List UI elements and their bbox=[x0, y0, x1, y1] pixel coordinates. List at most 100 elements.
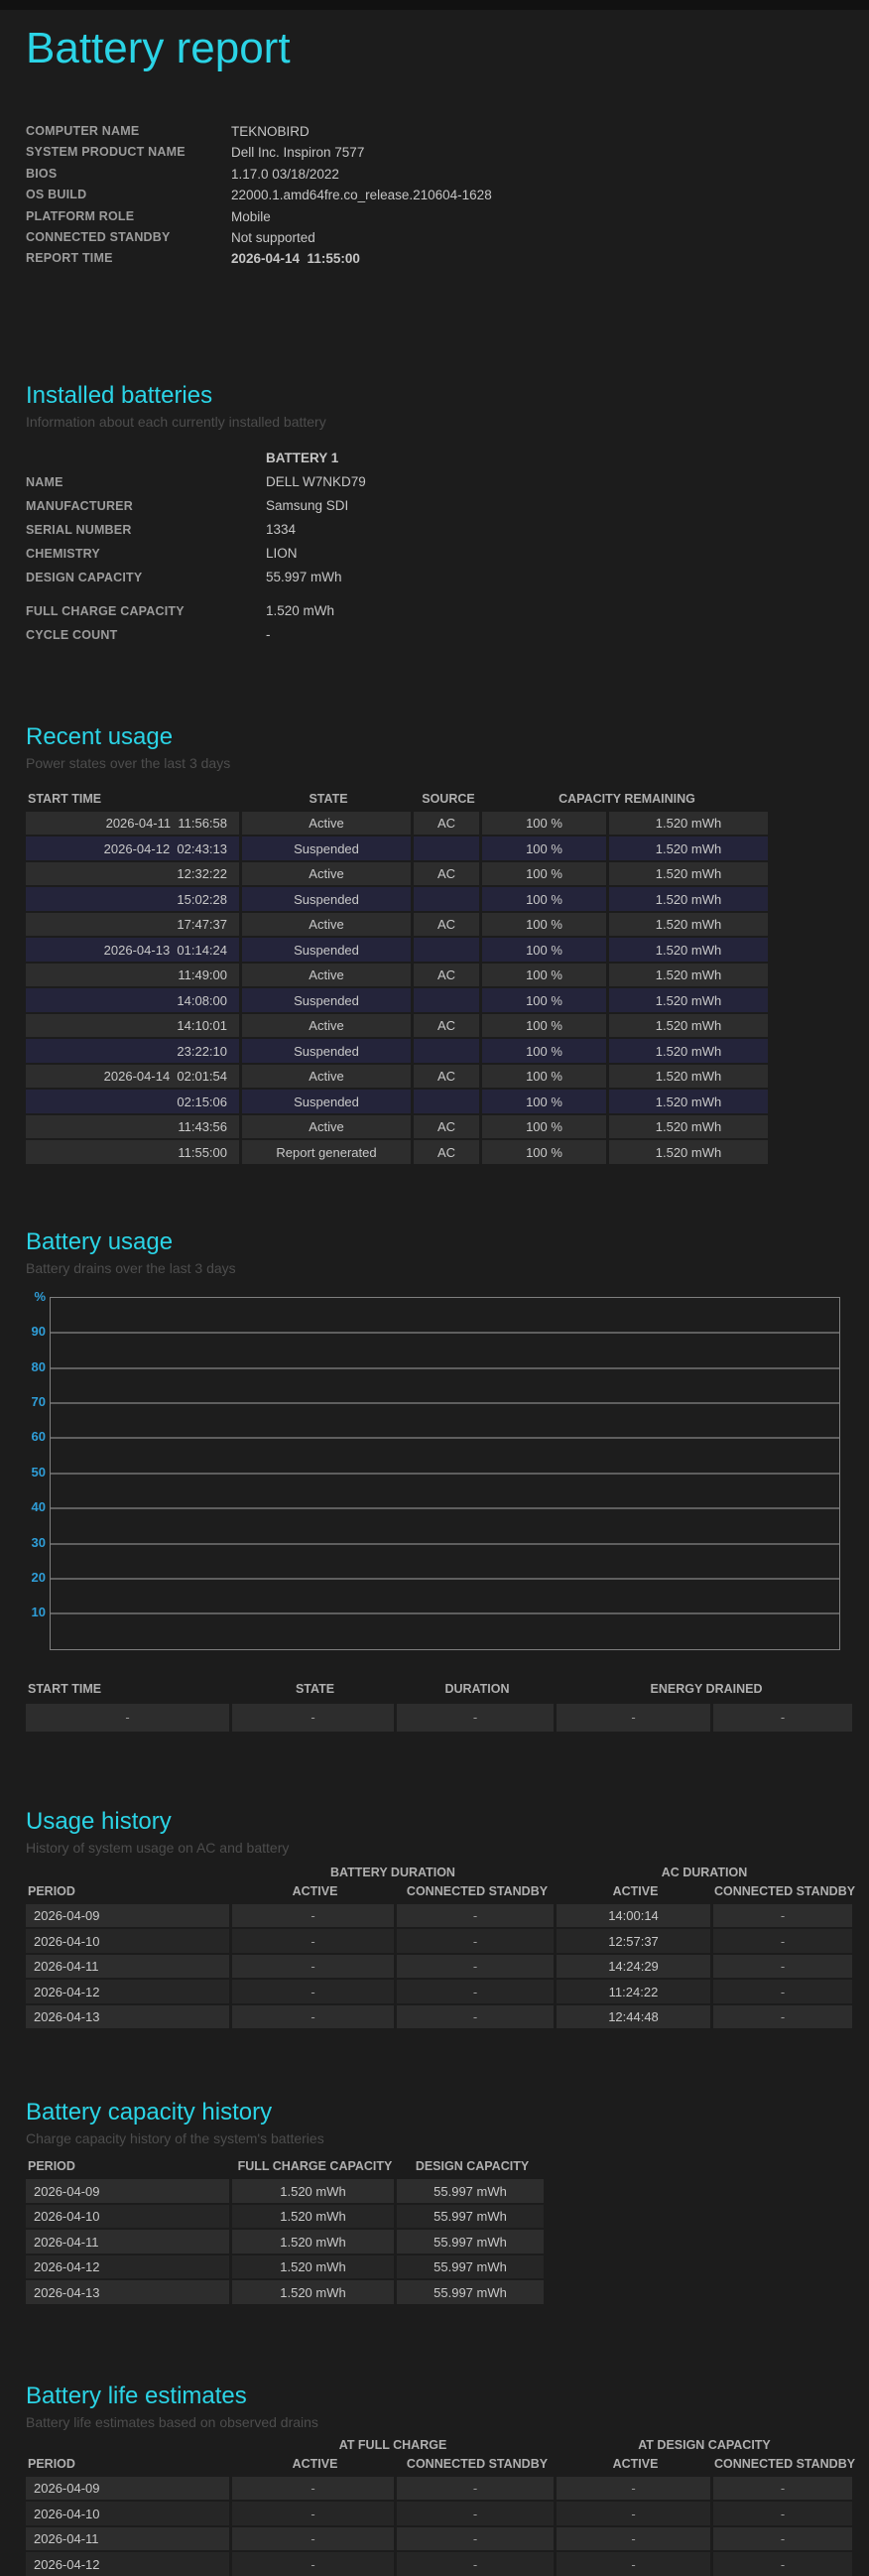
cell-period: 2026-04-12 bbox=[26, 2254, 229, 2279]
cell-capacity: 1.520 mWh bbox=[609, 1013, 768, 1038]
cell-start-time: 02:15:06 bbox=[26, 1090, 239, 1113]
chart-y-tick-label: 70 bbox=[31, 1394, 46, 1410]
cell-state: Suspended bbox=[242, 837, 411, 860]
table-row: 2026-04-13- -12:44:48- bbox=[26, 2004, 869, 2029]
battery-1-header: BATTERY 1 bbox=[266, 450, 339, 465]
cell-percent: 100 % bbox=[482, 1114, 606, 1139]
col-header: ACTIVE bbox=[612, 2456, 659, 2471]
section-heading-installed-batteries: Installed batteries bbox=[26, 381, 213, 409]
column-header-row: PERIOD ACTIVE CONNECTED STANDBY ACTIVE CONNE… bbox=[26, 1882, 869, 1900]
table-row: 17:47:37 Active AC 100 % 1.520 mWh bbox=[26, 912, 869, 937]
cell-value: 55.997 mWh bbox=[397, 2230, 544, 2254]
chart-gridline bbox=[51, 1578, 839, 1581]
cell-value: - bbox=[713, 2502, 852, 2525]
section-subtitle-usage-history: History of system usage on AC and batter… bbox=[26, 1839, 290, 1856]
system-info-row: BIOS 1.17.0 03/18/2022 bbox=[26, 164, 869, 185]
table-row: 2026-04-13 01:14:24 Suspended 100 % 1.520 m… bbox=[26, 938, 869, 962]
cell-value: - bbox=[397, 2476, 554, 2501]
cell-percent: 100 % bbox=[482, 887, 606, 911]
cell-value: - bbox=[713, 1929, 852, 1953]
cell-value: 55.997 mWh bbox=[397, 2254, 544, 2279]
cell-value: - bbox=[713, 2526, 852, 2551]
cell-value: - bbox=[557, 2476, 710, 2501]
section-subtitle-life-estimates: Battery life estimates based on observed… bbox=[26, 2413, 318, 2430]
info-label bbox=[26, 447, 266, 470]
cell-value: 1.520 mWh bbox=[232, 2179, 394, 2203]
info-value: Mobile bbox=[231, 208, 271, 224]
info-value: 1.17.0 03/18/2022 bbox=[231, 166, 339, 182]
cell-state: Suspended bbox=[242, 988, 411, 1012]
table-row: 2026-04-12- -11:24:22- bbox=[26, 1980, 869, 2003]
table-row: 2026-04-09 1.520 mWh 55.997 mWh bbox=[26, 2179, 869, 2203]
col-header: CONNECTED STANDBY bbox=[406, 1883, 549, 1898]
table-row: 2026-04-12 02:43:13 Suspended 100 % 1.520 m… bbox=[26, 837, 869, 860]
cell-value: - bbox=[397, 1954, 554, 1979]
cell-value: - bbox=[557, 2552, 710, 2576]
info-value: 55.997 mWh bbox=[266, 569, 342, 584]
cell-period: 2026-04-10 bbox=[26, 2502, 229, 2525]
info-label: CYCLE COUNT bbox=[26, 627, 118, 642]
section-heading-battery-usage: Battery usage bbox=[26, 1227, 174, 1255]
info-label: COMPUTER NAME bbox=[26, 124, 140, 138]
col-header-capacity-remaining: CAPACITY REMAINING bbox=[559, 791, 695, 806]
system-info-row: REPORT TIME 2026-04-14 11:55:00 bbox=[26, 248, 869, 269]
cell-state: Suspended bbox=[242, 1090, 411, 1113]
battery-info-row: CHEMISTRY LION bbox=[26, 542, 869, 566]
cell-source bbox=[414, 887, 479, 911]
cell-capacity: 1.520 mWh bbox=[609, 811, 768, 836]
col-header-duration: DURATION bbox=[444, 1681, 510, 1696]
cell-percent: 100 % bbox=[482, 1039, 606, 1063]
cell-period: 2026-04-10 bbox=[26, 2204, 229, 2229]
info-label: NAME bbox=[26, 474, 63, 489]
chart-gridline bbox=[51, 1507, 839, 1510]
cell-source: AC bbox=[414, 861, 479, 886]
cell-value: - bbox=[397, 2552, 554, 2576]
cell-period: 2026-04-13 bbox=[26, 2280, 229, 2304]
cell-value: - bbox=[397, 1929, 554, 1953]
cell-start-time: 2026-04-14 02:01:54 bbox=[26, 1064, 239, 1089]
cell-state: Active bbox=[242, 811, 411, 836]
group-header-row: AT FULL CHARGE AT DESIGN CAPACITY bbox=[26, 2437, 869, 2453]
cell-period: 2026-04-09 bbox=[26, 1903, 229, 1928]
col-header-state: STATE bbox=[309, 791, 348, 806]
info-label: BIOS bbox=[26, 166, 58, 181]
group-spacer bbox=[26, 2437, 229, 2453]
chart-gridline bbox=[51, 1472, 839, 1475]
battery-info-row: MANUFACTURER Samsung SDI bbox=[26, 494, 869, 518]
cell-value: - bbox=[397, 1903, 554, 1928]
col-header-energy-drained: ENERGY DRAINED bbox=[650, 1681, 763, 1696]
cell-capacity: 1.520 mWh bbox=[609, 861, 768, 886]
col-header: ACTIVE bbox=[292, 2456, 338, 2471]
cell-capacity: 1.520 mWh bbox=[609, 887, 768, 911]
section-subtitle-recent-usage: Power states over the last 3 days bbox=[26, 754, 231, 771]
info-value: 1334 bbox=[266, 521, 297, 537]
table-row: 2026-04-10- - - - bbox=[26, 2502, 869, 2525]
section-heading-recent-usage: Recent usage bbox=[26, 722, 174, 750]
cell-period: 2026-04-10 bbox=[26, 1929, 229, 1953]
table-row: 11:43:56 Active AC 100 % 1.520 mWh bbox=[26, 1114, 869, 1139]
chart-y-tick-label: % bbox=[34, 1288, 46, 1304]
col-header: ACTIVE bbox=[292, 1883, 338, 1898]
cell-start-time: 2026-04-11 11:56:58 bbox=[26, 811, 239, 836]
cell-capacity: 1.520 mWh bbox=[609, 912, 768, 937]
cell-percent: 100 % bbox=[482, 988, 606, 1012]
cell-period: 2026-04-13 bbox=[26, 2004, 229, 2029]
section-usage-history: Usage history History of system usage on… bbox=[26, 1807, 869, 2029]
cell-value: - bbox=[232, 1903, 394, 1928]
cell-start-time: 11:43:56 bbox=[26, 1114, 239, 1139]
cell-value: - bbox=[397, 2526, 554, 2551]
cell-capacity: 1.520 mWh bbox=[609, 1140, 768, 1164]
col-header: FULL CHARGE CAPACITY bbox=[237, 2159, 393, 2174]
cell-state: Report generated bbox=[242, 1140, 411, 1164]
cell-value: - bbox=[557, 1703, 710, 1732]
section-subtitle-installed-batteries: Information about each currently install… bbox=[26, 413, 326, 430]
col-header-start-time: START TIME bbox=[28, 1681, 102, 1696]
system-info-row: SYSTEM PRODUCT NAME Dell Inc. Inspiron 75… bbox=[26, 142, 869, 163]
cell-capacity: 1.520 mWh bbox=[609, 837, 768, 860]
cell-start-time: 2026-04-13 01:14:24 bbox=[26, 938, 239, 962]
group-header: AT DESIGN CAPACITY bbox=[638, 2437, 771, 2452]
cell-start-time: 14:10:01 bbox=[26, 1013, 239, 1038]
battery-column-header-row: BATTERY 1 bbox=[26, 447, 869, 470]
column-header-row: PERIOD ACTIVE CONNECTED STANDBY ACTIVE CONNE… bbox=[26, 2455, 869, 2473]
cell-state: Active bbox=[242, 1064, 411, 1089]
